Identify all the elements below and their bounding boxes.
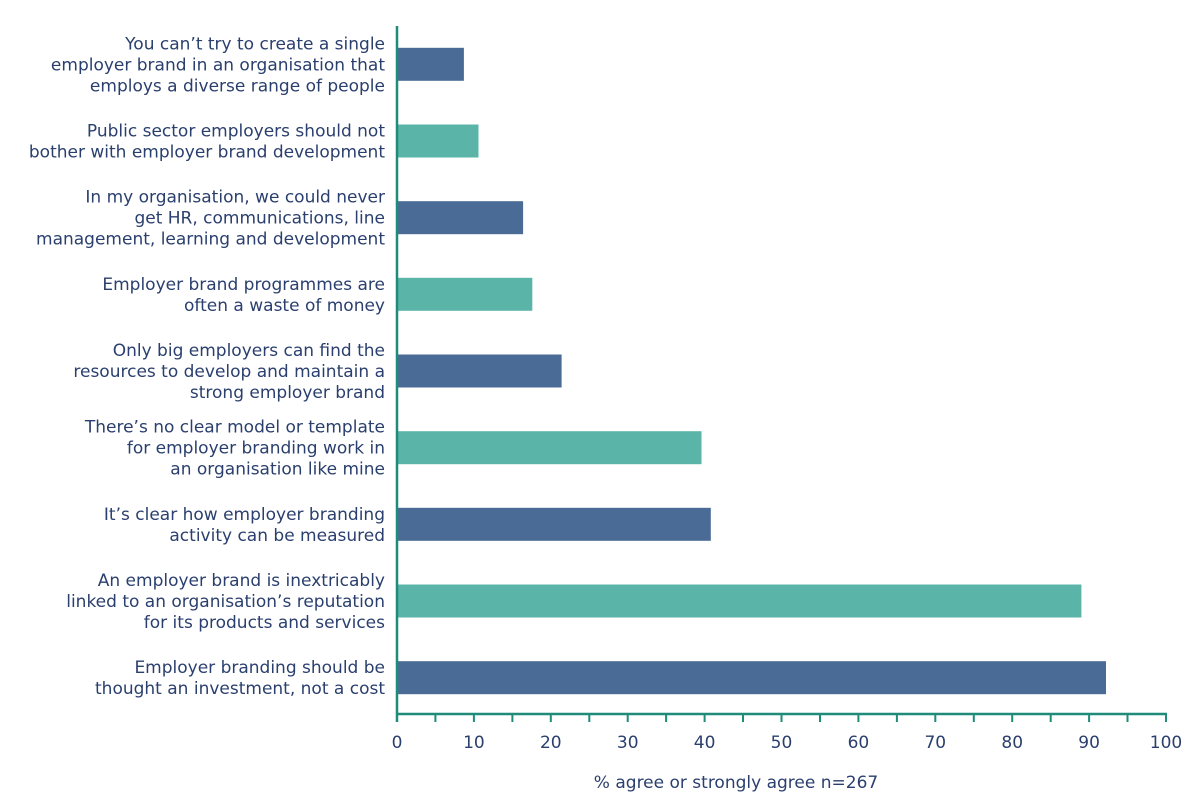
category-label-line: management, learning and development — [36, 230, 385, 250]
category-label: There’s no clear model or template for em… — [84, 418, 385, 480]
category-label-line: often a waste of money — [184, 296, 385, 316]
bar — [397, 124, 479, 158]
category-label: It’s clear how employer branding activity… — [104, 505, 385, 546]
category-label-line: Public sector employers should not — [87, 122, 385, 142]
category-label-line: employer brand in an organisation that — [51, 55, 385, 75]
bars-group — [397, 47, 1106, 695]
category-label: Employer branding should be thought an in… — [95, 658, 385, 699]
bar — [397, 431, 702, 465]
category-label-line: It’s clear how employer branding — [104, 505, 385, 525]
category-label-line: Employer brand programmes are — [102, 275, 385, 295]
category-label-line: There’s no clear model or template — [84, 418, 385, 438]
category-label-line: for its products and services — [144, 613, 385, 633]
x-tick-label: 80 — [1001, 733, 1023, 753]
x-axis-title: % agree or strongly agree n=267 — [594, 773, 878, 793]
axes-group — [395, 26, 1167, 722]
category-label-line: linked to an organisation’s reputation — [66, 592, 385, 612]
bar — [397, 277, 533, 311]
category-label-line: employs a diverse range of people — [90, 76, 385, 96]
category-label: Only big employers can find the resources… — [73, 341, 385, 403]
bar — [397, 584, 1082, 618]
category-label-line: An employer brand is inextricably — [98, 571, 385, 591]
category-label-line: In my organisation, we could never — [85, 188, 385, 208]
category-label-line: resources to develop and maintain a — [73, 362, 385, 382]
x-tick-label: 10 — [463, 733, 485, 753]
category-label: You can’t try to create a single employer… — [51, 34, 385, 96]
x-tick-label: 20 — [540, 733, 562, 753]
x-tick-label: 40 — [694, 733, 716, 753]
category-label: Employer brand programmes are often a was… — [102, 275, 385, 316]
category-label: Public sector employers should not bother… — [29, 122, 385, 163]
tick-labels: 0 10 20 30 40 50 60 70 80 90 100 — [392, 733, 1183, 753]
category-label-line: bother with employer brand development — [29, 143, 385, 163]
x-tick-label: 100 — [1150, 733, 1182, 753]
x-tick-label: 50 — [771, 733, 793, 753]
category-label-line: get HR, communications, line — [134, 209, 385, 229]
x-tick-label: 60 — [848, 733, 870, 753]
category-label-line: for employer branding work in — [127, 439, 385, 459]
x-tick-label: 70 — [924, 733, 946, 753]
category-label-line: strong employer brand — [190, 383, 385, 403]
category-label-line: activity can be measured — [169, 526, 385, 546]
category-label-line: thought an investment, not a cost — [95, 679, 385, 699]
category-label-line: an organisation like mine — [170, 460, 385, 480]
bar — [397, 661, 1106, 695]
bar — [397, 47, 464, 81]
x-tick-label: 0 — [392, 733, 403, 753]
category-label-line: You can’t try to create a single — [124, 34, 385, 54]
x-tick-label: 90 — [1078, 733, 1100, 753]
category-label-line: Employer branding should be — [134, 658, 385, 678]
category-labels: You can’t try to create a single employer… — [29, 34, 385, 699]
bar — [397, 354, 562, 388]
category-label: In my organisation, we could never get HR… — [36, 188, 385, 250]
category-label: An employer brand is inextricably linked … — [66, 571, 385, 633]
x-tick-label: 30 — [617, 733, 639, 753]
category-label-line: Only big employers can find the — [113, 341, 385, 361]
bar — [397, 201, 524, 235]
bar — [397, 507, 711, 541]
